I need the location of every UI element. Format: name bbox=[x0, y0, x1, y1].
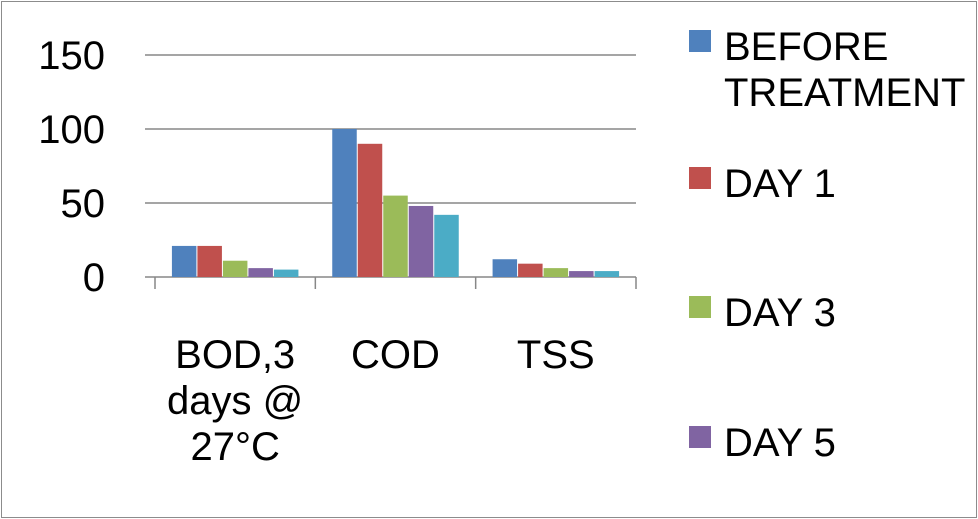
bar bbox=[273, 269, 299, 277]
bar bbox=[543, 268, 569, 277]
x-tick-label: 27°C bbox=[190, 425, 279, 469]
bar bbox=[222, 260, 248, 277]
y-tick-label: 100 bbox=[38, 108, 105, 152]
legend-swatch bbox=[689, 426, 711, 448]
legend-label: DAY 3 bbox=[724, 291, 836, 335]
legend-label: BEFORE bbox=[724, 25, 888, 69]
legend-label: DAY 5 bbox=[724, 421, 836, 465]
bar bbox=[383, 195, 408, 277]
legend-swatch bbox=[689, 30, 711, 52]
bar bbox=[434, 214, 459, 277]
bar bbox=[518, 263, 543, 277]
legend-label: DAY 1 bbox=[724, 162, 836, 206]
legend-label: TREATMENT bbox=[724, 71, 965, 115]
bar bbox=[197, 245, 222, 277]
y-tick-label: 0 bbox=[83, 256, 105, 300]
bar bbox=[492, 259, 518, 277]
x-tick-label: BOD,3 bbox=[175, 333, 295, 377]
x-tick-label: TSS bbox=[517, 333, 595, 377]
bar bbox=[357, 143, 383, 277]
bar bbox=[569, 271, 594, 277]
legend-swatch bbox=[689, 167, 711, 189]
y-tick-label: 50 bbox=[61, 182, 106, 226]
y-tick-label: 150 bbox=[38, 34, 105, 78]
x-tick-label: days @ bbox=[167, 379, 303, 423]
bar bbox=[408, 205, 434, 277]
x-tick-label: COD bbox=[351, 333, 440, 377]
bar bbox=[171, 245, 197, 277]
bar bbox=[332, 129, 357, 277]
legend-swatch bbox=[689, 296, 711, 318]
bar bbox=[594, 271, 620, 277]
bar bbox=[248, 268, 273, 277]
